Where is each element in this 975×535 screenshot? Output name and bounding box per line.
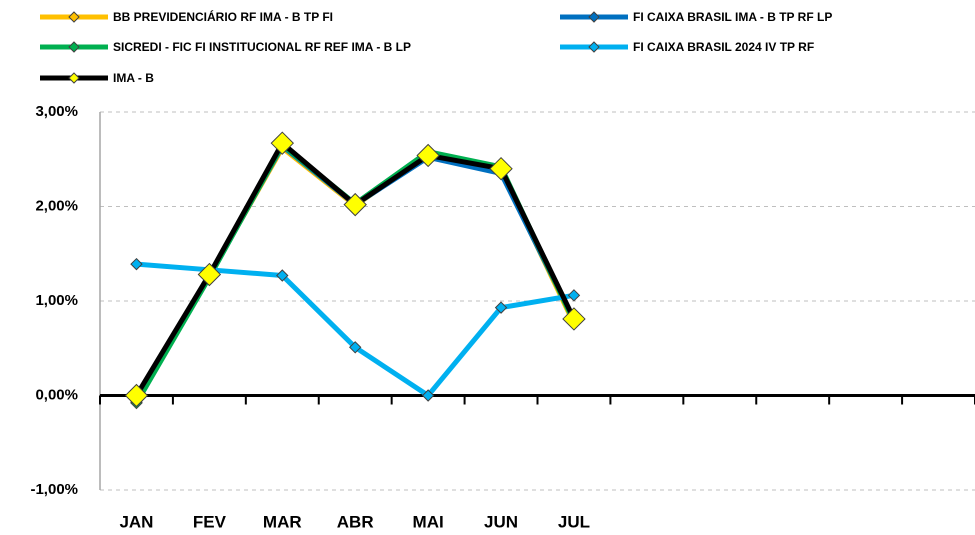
x-tick-label: JUN	[484, 512, 518, 531]
series-marker	[276, 269, 289, 282]
x-tick-label: JAN	[119, 512, 153, 531]
legend-marker	[68, 41, 80, 53]
legend-marker	[588, 11, 600, 23]
series-marker	[562, 307, 586, 331]
legend-label: FI CAIXA BRASIL 2024 IV TP RF	[633, 40, 814, 54]
series-marker	[421, 389, 435, 402]
legend-marker	[588, 41, 600, 53]
series-marker	[197, 262, 222, 287]
series-marker	[270, 131, 294, 155]
series-marker	[494, 301, 508, 314]
series-marker	[124, 383, 149, 408]
legend-marker	[68, 72, 80, 84]
series-marker	[489, 156, 513, 181]
y-tick-label: 1,00%	[35, 292, 78, 309]
y-tick-label: 3,00%	[35, 103, 78, 120]
x-tick-label: MAI	[413, 512, 444, 531]
x-tick-label: ABR	[337, 512, 374, 531]
x-tick-label: JUL	[558, 512, 590, 531]
series-marker	[343, 192, 367, 217]
y-tick-label: -1,00%	[30, 481, 78, 498]
legend-label: FI CAIXA BRASIL IMA - B TP RF LP	[633, 10, 832, 24]
series-marker	[567, 289, 581, 302]
legend-marker	[68, 11, 80, 23]
x-tick-label: MAR	[263, 512, 302, 531]
series-marker	[130, 257, 143, 271]
legend-label: IMA - B	[113, 71, 154, 85]
legend-label: SICREDI - FIC FI INSTITUCIONAL RF REF IM…	[113, 40, 411, 54]
y-tick-label: 2,00%	[35, 197, 78, 214]
y-tick-label: 0,00%	[35, 386, 78, 403]
series-marker	[349, 341, 362, 354]
x-tick-label: FEV	[193, 512, 227, 531]
legend-label: BB PREVIDENCIÁRIO RF IMA - B TP FI	[113, 9, 333, 24]
series-marker	[416, 143, 440, 168]
